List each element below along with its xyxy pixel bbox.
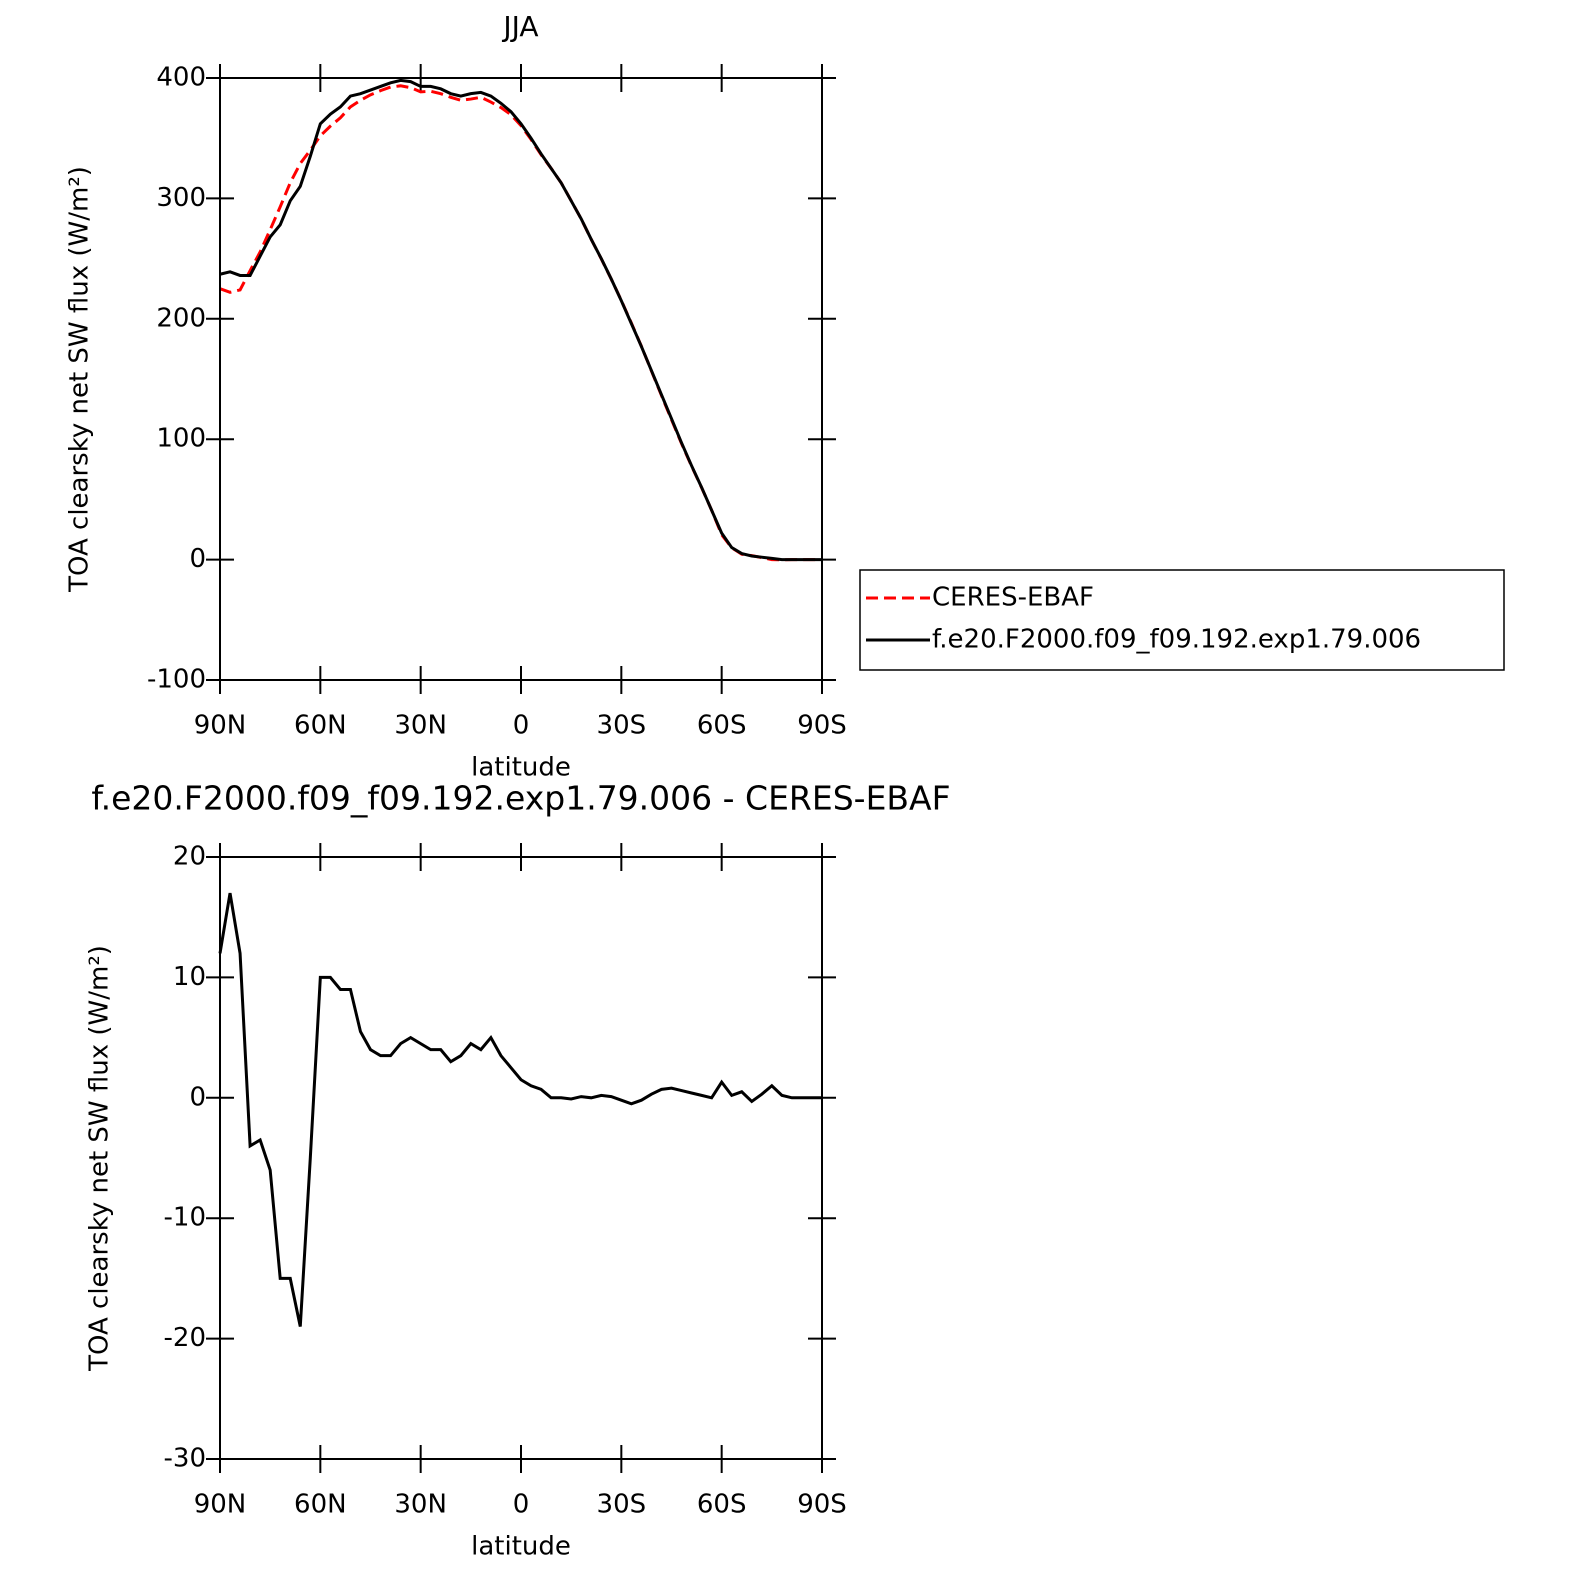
x-tick-label: 30S [597,711,647,741]
chart-title: f.e20.F2000.f09_f09.192.exp1.79.006 - CE… [91,779,950,818]
y-axis-label: TOA clearsky net SW flux (W/m²) [65,166,95,593]
x-tick-label: 60N [294,711,347,741]
x-tick-label: 90S [797,1490,847,1520]
series-line [219,78,822,562]
x-tick-label: 90N [194,1490,247,1520]
y-tick-label: 10 [173,962,206,992]
y-tick-label: 100 [156,424,206,454]
plot-frame [219,77,823,681]
x-tick-label: 30N [394,1490,447,1520]
y-tick-label: 20 [173,842,206,872]
y-tick-label: -30 [164,1444,206,1474]
x-tick-label: 0 [513,1490,530,1520]
legend-box [859,569,1505,671]
x-tick-label: 90N [194,711,247,741]
y-tick-label: 0 [189,544,206,574]
y-tick-label: -10 [164,1203,206,1233]
x-tick-label: 60S [697,1490,747,1520]
x-axis-label: latitude [471,1532,571,1562]
y-tick-label: 300 [156,183,206,213]
legend-label: f.e20.F2000.f09_f09.192.exp1.79.006 [932,625,1421,655]
y-axis-label: TOA clearsky net SW flux (W/m²) [85,945,115,1372]
x-tick-label: 30S [597,1490,647,1520]
x-axis-label: latitude [471,753,571,783]
y-tick-label: 400 [156,63,206,93]
x-tick-label: 30N [394,711,447,741]
series-line [218,892,822,1327]
chart-title: JJA [501,10,538,43]
legend-label: CERES-EBAF [932,583,1094,613]
y-tick-label: -20 [164,1323,206,1353]
y-tick-label: 200 [156,303,206,333]
x-tick-label: 60S [697,711,747,741]
plot-frame [219,856,823,1460]
y-tick-label: -100 [147,665,206,695]
y-tick-label: 0 [189,1082,206,1112]
x-tick-label: 0 [513,711,530,741]
x-tick-label: 90S [797,711,847,741]
x-tick-label: 60N [294,1490,347,1520]
